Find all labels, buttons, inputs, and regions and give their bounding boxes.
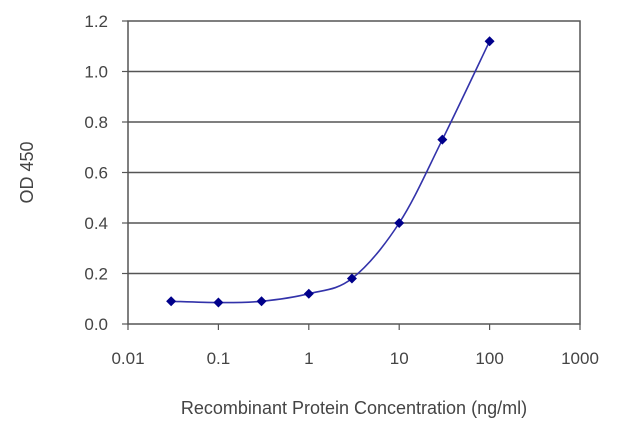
y-axis-tick-labels: 0.0 0.2 0.4 0.6 0.8 1.0 1.2 [84,12,128,334]
data-markers [166,36,495,308]
y-axis-title: OD 450 [17,141,37,203]
x-tick-label: 10 [390,349,409,368]
x-tick-label: 1 [304,349,313,368]
data-point-marker [256,296,267,307]
gridlines [128,70,580,275]
y-tick-label: 0.2 [84,265,108,284]
data-point-marker [166,296,177,307]
y-tick-label: 0.8 [84,113,108,132]
y-tick-label: 1.0 [84,63,108,82]
x-axis-tick-labels: 0.01 0.1 1 10 100 1000 [111,324,599,368]
x-tick-label: 0.1 [207,349,231,368]
y-tick-label: 0.6 [84,164,108,183]
x-axis-title: Recombinant Protein Concentration (ng/ml… [181,398,527,418]
x-tick-label: 1000 [561,349,599,368]
y-tick-label: 1.2 [84,12,108,31]
data-point-marker [484,36,495,47]
data-point-marker [303,288,314,299]
y-tick-label: 0.0 [84,315,108,334]
x-tick-label: 100 [475,349,503,368]
y-tick-label: 0.4 [84,214,108,233]
x-tick-label: 0.01 [111,349,144,368]
data-point-marker [346,273,357,284]
data-point-marker [213,297,224,308]
data-point-marker [394,218,405,228]
data-point-marker [437,134,448,145]
